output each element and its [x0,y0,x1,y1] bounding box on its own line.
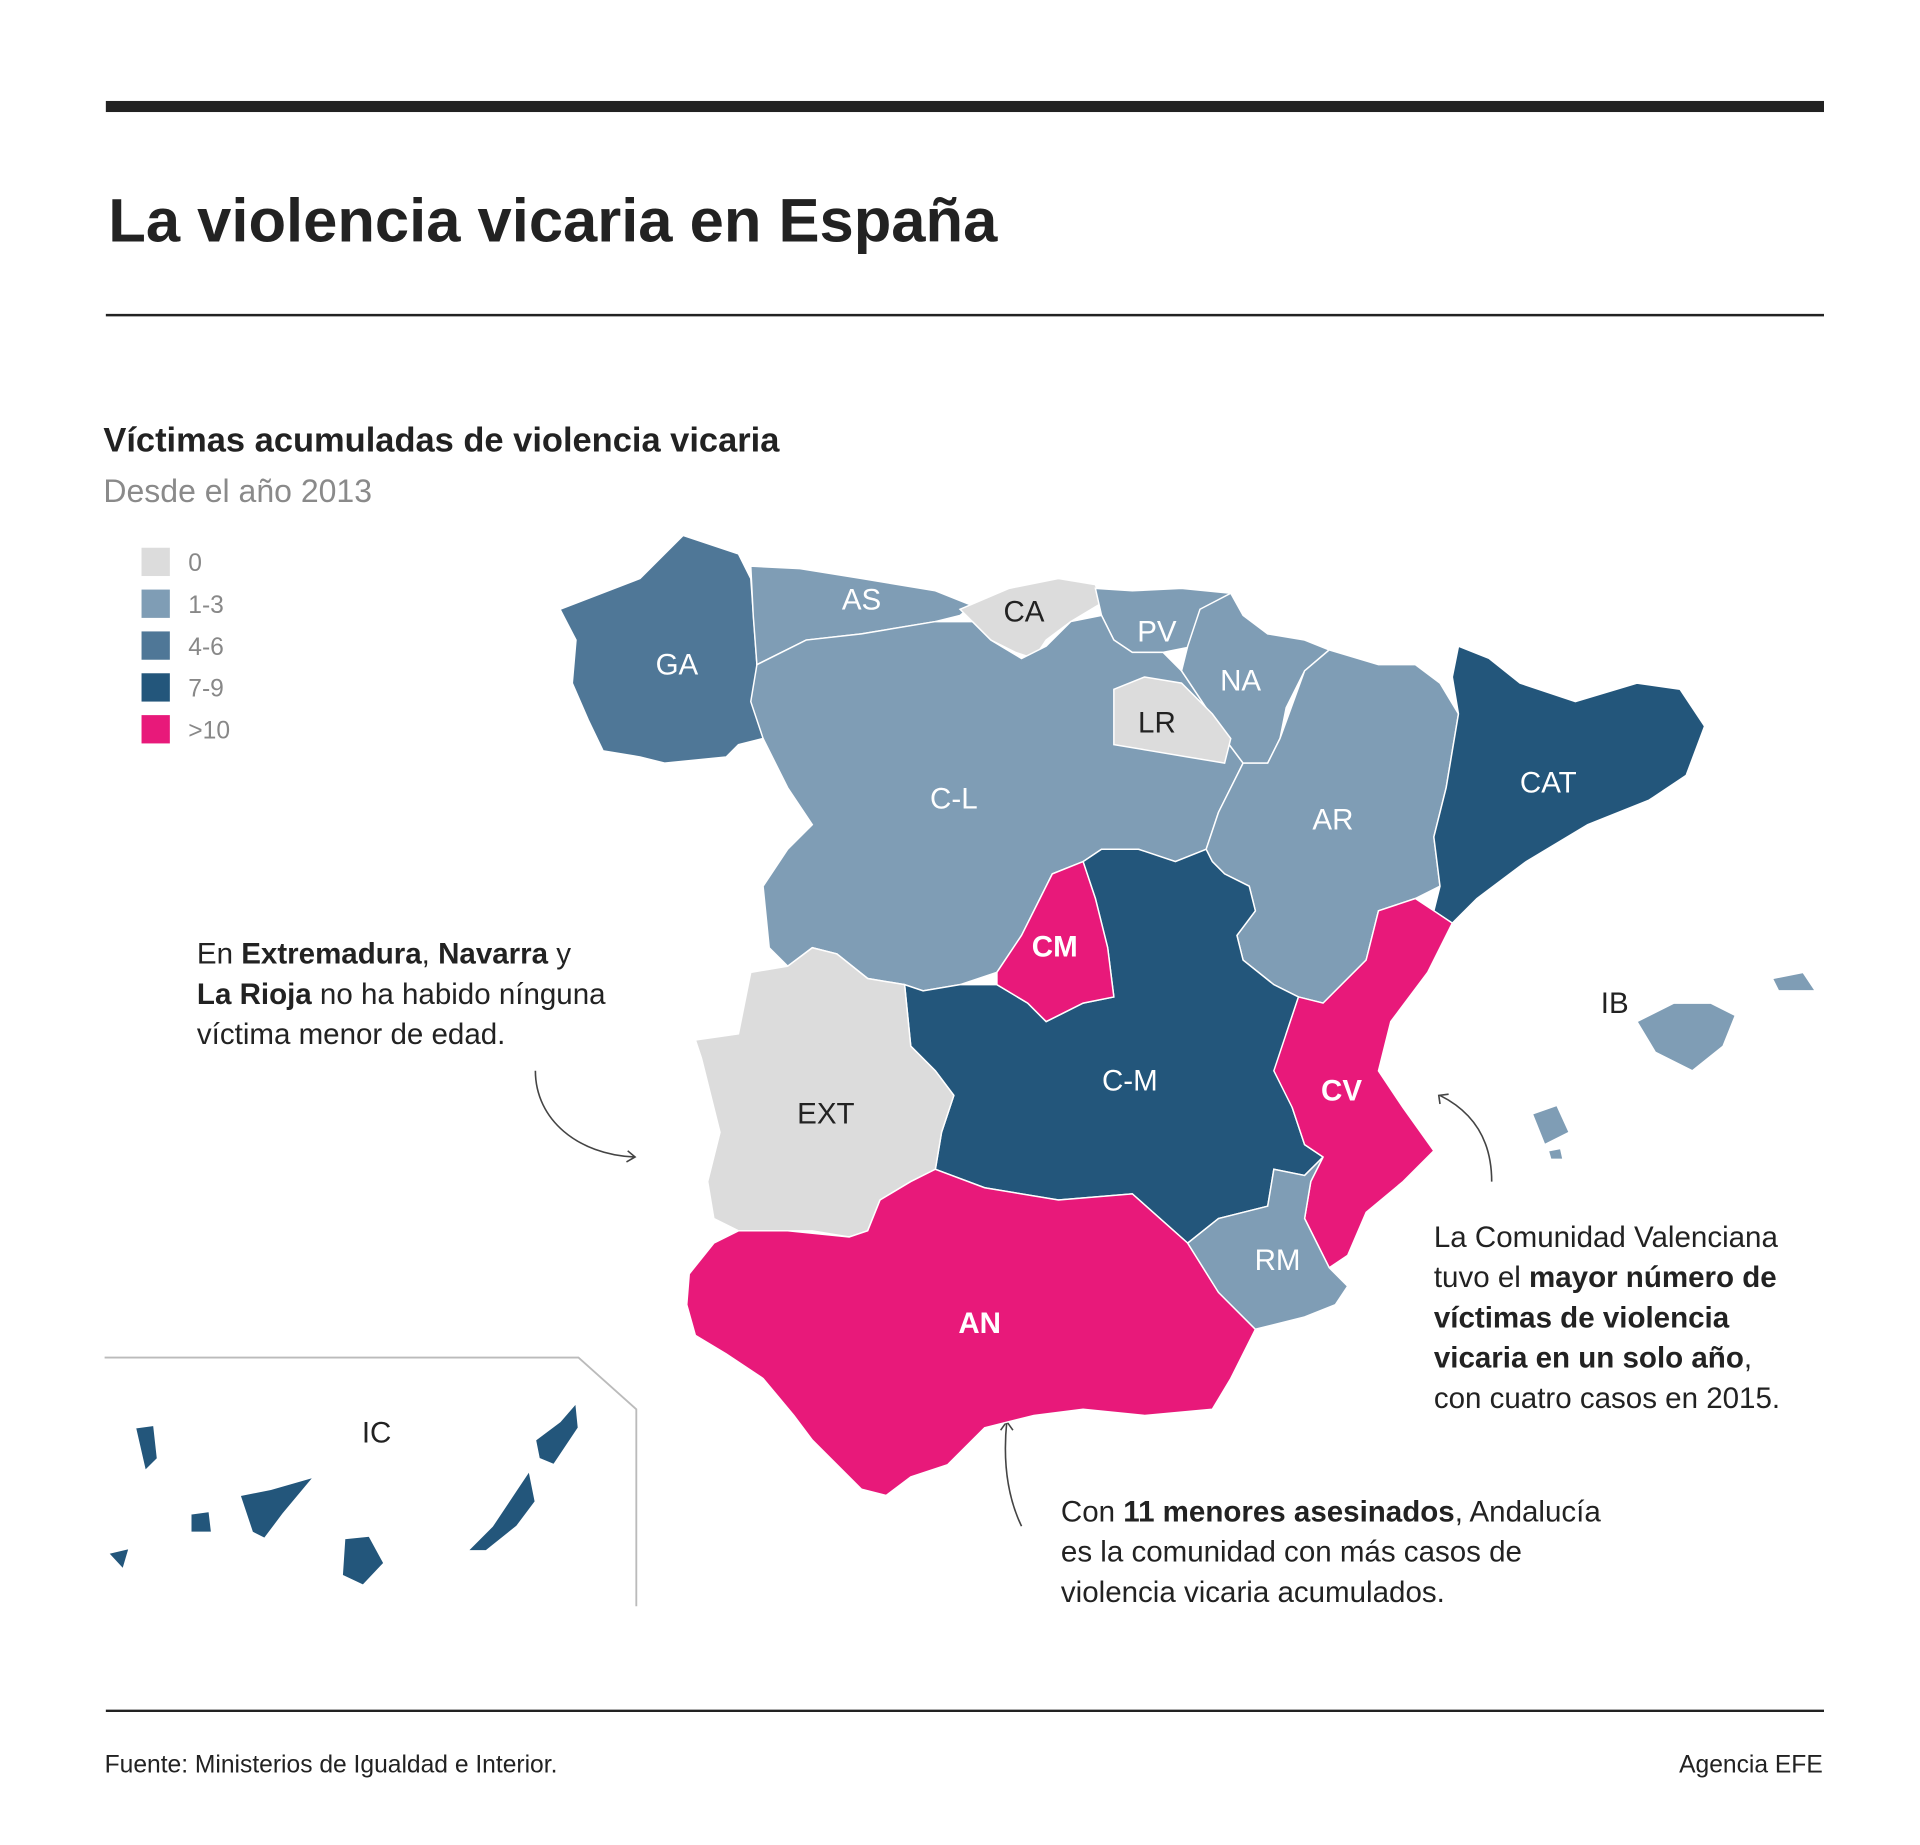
credit: Agencia EFE [1679,1751,1823,1778]
region-label: CM [1032,930,1078,963]
legend-label: 4-6 [188,634,224,661]
annotation-line: Con 11 menores asesinados, Andalucía [1061,1495,1601,1528]
legend-swatch [141,673,170,702]
annotation-line: con cuatro casos en 2015. [1434,1382,1780,1415]
legend-swatch [141,589,170,618]
region [134,1424,159,1473]
annotation-text: , Andalucía [1455,1495,1602,1528]
region-label: C-M [1102,1064,1158,1097]
annotation-line: es la comunidad con más casos de [1061,1536,1522,1569]
region [106,1547,131,1571]
region-label: PV [1137,615,1177,648]
annotation-line: La Comunidad Valenciana [1434,1221,1779,1254]
arrow-head [626,1150,637,1163]
region-label: C-L [930,783,978,816]
annotation-line: víctima menor de edad. [197,1018,505,1051]
annotation-text: no ha habido nínguna [312,978,606,1011]
annotation-text: víctimas de violencia [1434,1301,1730,1334]
source: Fuente: Ministerios de Igualdad e Interi… [105,1751,558,1778]
region [1180,592,1331,764]
region-label: NA [1220,664,1261,697]
annotation-text: , [1744,1342,1752,1375]
arrow [1439,1094,1493,1182]
legend-label: 0 [188,550,202,577]
region-label: AR [1312,804,1353,837]
arrow [1004,1421,1023,1527]
region [1771,971,1817,992]
annotation-line: víctimas de violencia [1434,1301,1730,1334]
region [534,1401,580,1466]
legend-label: 7-9 [188,676,224,703]
annotation-text: Con [1061,1495,1123,1528]
region [1635,1002,1737,1072]
region [1433,645,1706,925]
inset-frame [104,1356,638,1607]
annotation-text: vicaria en un solo año [1434,1342,1744,1375]
annotation-text: La Rioja [197,978,312,1011]
region-label: RM [1255,1244,1301,1277]
legend-swatch [141,547,170,577]
annotation-line: tuvo el mayor número de [1434,1261,1777,1294]
region-label: CA [1003,596,1044,629]
annotation-text: con cuatro casos en 2015. [1434,1382,1780,1415]
region [1531,1104,1571,1146]
annotation-text: Navarra [438,938,549,971]
region-label: IC [362,1416,392,1449]
region-label: AN [958,1307,1001,1340]
annotation-text: y [548,938,571,971]
region-label: EXT [797,1098,854,1131]
annotation-text: violencia vicaria acumulados. [1061,1576,1445,1609]
region-label: CV [1321,1074,1362,1107]
region [1186,1156,1349,1331]
annotation-text: , [422,938,438,971]
legend-swatch [141,631,170,660]
region [465,1468,537,1552]
annotation-text: víctima menor de edad. [197,1018,505,1051]
region [1113,676,1232,764]
region-label: LR [1138,706,1176,739]
region-label: GA [656,648,699,681]
annotation-line: vicaria en un solo año, [1434,1342,1752,1375]
annotation-text: mayor número de [1529,1261,1777,1294]
description: Desde el año 2013 [103,473,372,509]
annotation-line: En Extremadura, Navarra y [197,938,571,971]
region [190,1510,213,1534]
title: La violencia vicaria en España [108,186,998,255]
region [239,1475,316,1540]
region [341,1535,385,1587]
region [1547,1147,1564,1161]
annotation-text: es la comunidad con más casos de [1061,1536,1522,1569]
arrow-head [1437,1093,1449,1105]
region-label: IB [1601,987,1629,1020]
annotation-text: tuvo el [1434,1261,1529,1294]
top-bar [105,100,1824,113]
region-label: CAT [1520,767,1577,800]
annotation-line: violencia vicaria acumulados. [1061,1576,1445,1609]
annotation-text: La Comunidad Valenciana [1434,1221,1779,1254]
region [996,860,1115,1023]
legend-label: >10 [188,717,230,744]
region [558,534,764,764]
region [686,1168,1257,1497]
annotation-line: La Rioja no ha habido nínguna [197,978,606,1011]
annotation-text: Extremadura [241,938,422,971]
region-label: AS [842,583,881,616]
annotation-text: 11 menores asesinados [1123,1495,1454,1528]
legend-swatch [141,715,170,744]
annotation-text: En [197,938,241,971]
arrow [534,1070,634,1158]
subtitle: Víctimas acumuladas de violencia vicaria [103,422,780,460]
legend-label: 1-3 [188,592,224,619]
